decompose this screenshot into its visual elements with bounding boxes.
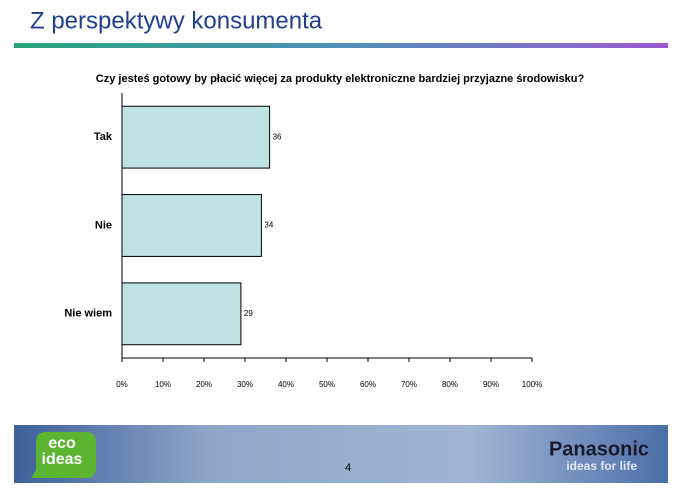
bar <box>121 105 271 169</box>
bar <box>121 194 262 257</box>
title-rule <box>14 43 668 48</box>
page-number: 4 <box>345 462 351 474</box>
logo-text: ideas <box>42 451 83 468</box>
data-label: 34 <box>264 221 273 230</box>
x-tick-label: 80% <box>442 380 458 389</box>
x-tick-label: 0% <box>116 380 128 389</box>
logo-text: eco <box>48 435 76 452</box>
footer-band <box>14 425 668 483</box>
brand: Panasonic <box>549 438 649 460</box>
y-tick-label: Nie <box>95 219 112 231</box>
y-tick-label: Tak <box>94 131 113 143</box>
data-label: 29 <box>244 309 253 318</box>
x-tick-label: 100% <box>522 380 542 389</box>
x-tick-label: 50% <box>319 380 335 389</box>
slide-title: Z perspektywy konsumenta <box>30 7 323 34</box>
bar <box>121 282 242 346</box>
x-tick-label: 10% <box>155 380 171 389</box>
x-tick-label: 70% <box>401 380 417 389</box>
x-tick-label: 60% <box>360 380 376 389</box>
y-tick-label: Nie wiem <box>64 308 112 320</box>
x-tick-label: 90% <box>483 380 499 389</box>
x-tick-label: 40% <box>278 380 294 389</box>
x-tick-label: 30% <box>237 380 253 389</box>
tagline: ideas for life <box>566 459 637 473</box>
eco-logo <box>31 432 96 478</box>
chart-title: Czy jesteś gotowy by płacić więcej za pr… <box>96 73 585 85</box>
x-tick-label: 20% <box>196 380 212 389</box>
data-label: 36 <box>273 132 282 141</box>
plot: 0% 10% 20% 30% 40% 50% 60% 70% 80% 90% 100% Tak 36 Ni… <box>64 93 542 389</box>
